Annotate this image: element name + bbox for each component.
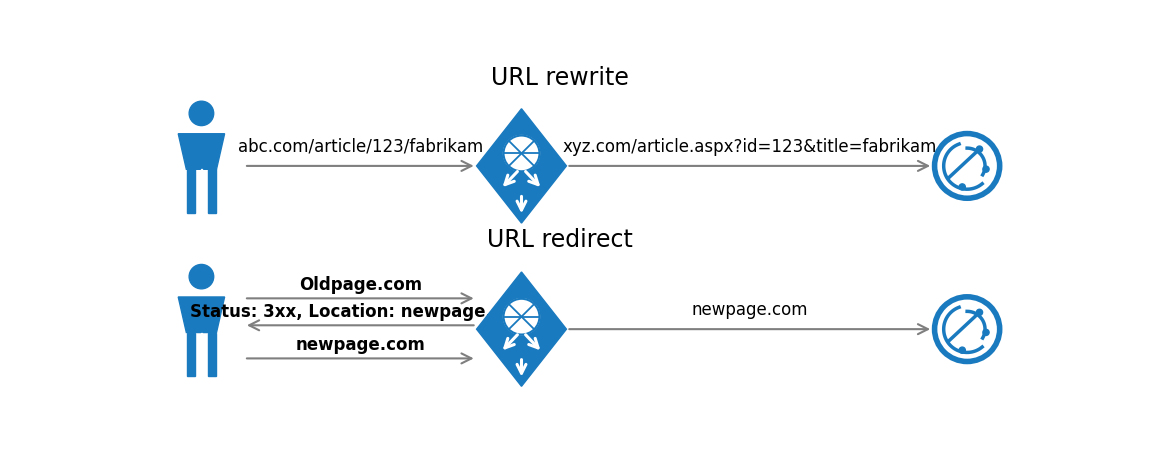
Text: Status: 3xx, Location: newpage.com: Status: 3xx, Location: newpage.com bbox=[190, 303, 530, 321]
Polygon shape bbox=[178, 134, 225, 169]
Polygon shape bbox=[188, 169, 195, 213]
Text: Oldpage.com: Oldpage.com bbox=[298, 276, 422, 294]
Circle shape bbox=[959, 184, 966, 190]
Polygon shape bbox=[178, 297, 225, 332]
Circle shape bbox=[503, 299, 539, 334]
Circle shape bbox=[976, 146, 982, 152]
Polygon shape bbox=[188, 332, 195, 376]
Circle shape bbox=[189, 101, 213, 126]
Polygon shape bbox=[209, 332, 216, 376]
Polygon shape bbox=[476, 109, 566, 223]
Circle shape bbox=[959, 347, 966, 353]
Polygon shape bbox=[200, 332, 203, 376]
Text: newpage.com: newpage.com bbox=[692, 301, 809, 319]
Polygon shape bbox=[200, 169, 203, 213]
Text: URL rewrite: URL rewrite bbox=[492, 66, 629, 90]
Polygon shape bbox=[476, 272, 566, 386]
Text: newpage.com: newpage.com bbox=[296, 336, 425, 354]
Circle shape bbox=[983, 166, 989, 172]
Text: abc.com/article/123/fabrikam: abc.com/article/123/fabrikam bbox=[238, 138, 483, 156]
Circle shape bbox=[189, 265, 213, 289]
Circle shape bbox=[983, 329, 989, 335]
Text: URL redirect: URL redirect bbox=[487, 227, 634, 252]
Circle shape bbox=[503, 135, 539, 171]
Text: xyz.com/article.aspx?id=123&title=fabrikam: xyz.com/article.aspx?id=123&title=fabrik… bbox=[563, 138, 937, 156]
Polygon shape bbox=[209, 169, 216, 213]
Circle shape bbox=[976, 309, 982, 315]
